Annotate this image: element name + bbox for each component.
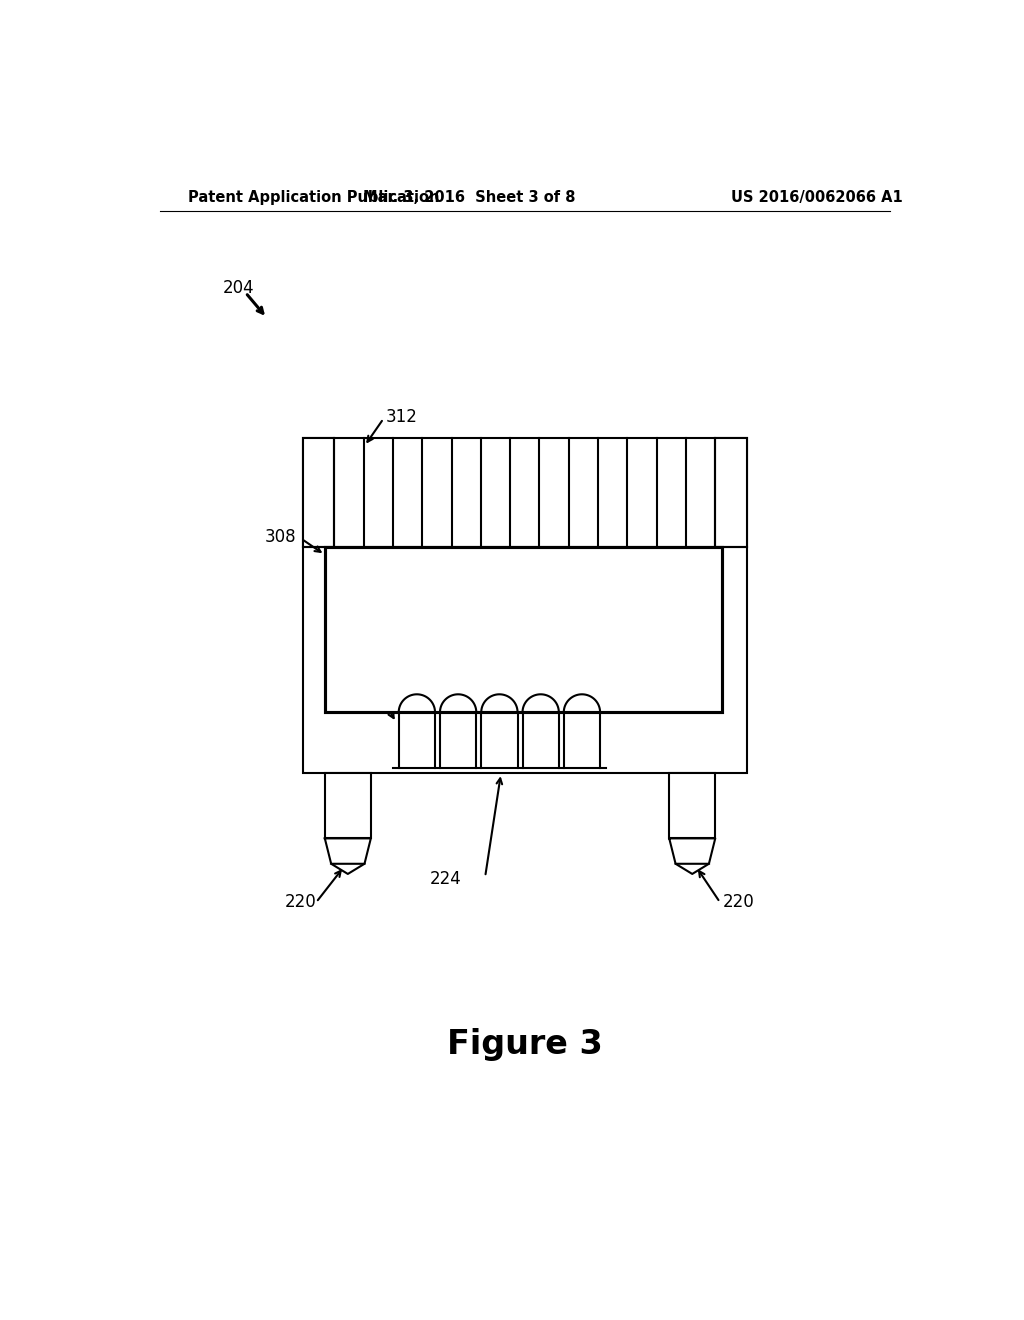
Bar (325, 546, 722, 713)
Text: 204: 204 (223, 280, 255, 297)
Text: 224: 224 (430, 870, 462, 888)
Text: 220: 220 (722, 894, 754, 911)
Text: US 2016/0062066 A1: US 2016/0062066 A1 (731, 190, 903, 205)
Text: Mar. 3, 2016  Sheet 3 of 8: Mar. 3, 2016 Sheet 3 of 8 (362, 190, 575, 205)
Bar (303, 438, 748, 774)
Text: 304: 304 (348, 684, 380, 702)
Bar (715, 438, 748, 546)
Text: Patent Application Publication: Patent Application Publication (187, 190, 439, 205)
Bar (303, 438, 334, 546)
Text: 308: 308 (264, 528, 296, 545)
Bar (325, 774, 371, 838)
Text: 312: 312 (386, 408, 418, 425)
Text: 220: 220 (285, 894, 316, 911)
Bar (670, 774, 716, 838)
Text: Figure 3: Figure 3 (446, 1028, 603, 1061)
